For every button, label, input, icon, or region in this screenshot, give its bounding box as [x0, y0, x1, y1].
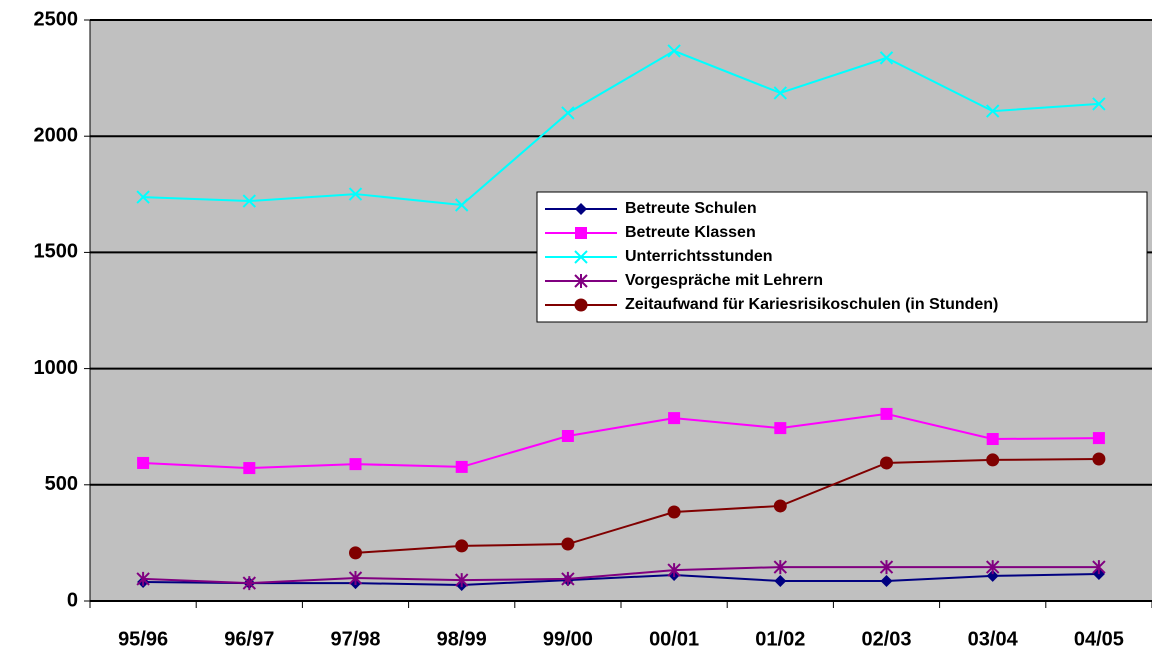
y-tick-label: 1000 — [34, 357, 79, 379]
marker — [1092, 97, 1106, 111]
marker — [136, 571, 150, 586]
marker — [137, 456, 150, 469]
series-line — [143, 573, 1099, 586]
marker — [667, 44, 681, 58]
marker — [561, 571, 575, 586]
marker — [1092, 560, 1106, 575]
x-tick-label: 04/05 — [1074, 628, 1124, 650]
legend-label: Zeitaufwand für Kariesrisikoschulen (in … — [625, 296, 998, 313]
legend-box — [536, 191, 1148, 323]
marker — [667, 563, 681, 578]
legend-label: Betreute Klassen — [625, 224, 756, 241]
series-line — [355, 458, 1099, 554]
marker — [574, 250, 588, 264]
x-tick-label: 98/99 — [437, 628, 487, 650]
x-tick-label: 02/03 — [861, 628, 911, 650]
series-line — [143, 49, 1099, 207]
marker — [879, 51, 894, 65]
marker — [243, 462, 256, 475]
marker — [985, 104, 1000, 118]
marker — [668, 412, 681, 425]
marker — [986, 433, 999, 446]
marker — [986, 569, 999, 582]
marker — [1092, 432, 1105, 445]
marker — [348, 570, 363, 585]
marker — [879, 560, 894, 575]
legend-label: Vorgespräche mit Lehrern — [625, 272, 823, 289]
marker — [986, 453, 1000, 467]
marker — [575, 227, 587, 239]
marker — [773, 560, 788, 575]
marker — [242, 194, 257, 208]
marker — [574, 274, 588, 288]
y-tick-label: 2000 — [34, 124, 79, 146]
x-tick-label: 95/96 — [118, 628, 168, 650]
marker — [455, 539, 469, 553]
marker — [454, 573, 469, 588]
marker — [454, 198, 469, 212]
marker — [242, 576, 257, 591]
marker — [349, 546, 362, 560]
marker — [575, 203, 587, 215]
x-tick-label: 01/02 — [755, 628, 805, 650]
marker — [455, 460, 468, 473]
marker — [348, 187, 363, 201]
legend-label: Betreute Schulen — [625, 200, 757, 217]
marker — [1092, 452, 1106, 466]
marker — [349, 458, 362, 471]
marker — [773, 499, 787, 513]
x-tick-label: 00/01 — [649, 628, 699, 650]
marker — [561, 106, 575, 120]
marker — [880, 575, 893, 588]
marker — [136, 190, 150, 204]
legend: Betreute Schulen Betreute Klassen Unterric… — [536, 191, 1148, 323]
marker — [880, 407, 893, 420]
series-line — [143, 412, 1099, 470]
marker — [561, 537, 575, 551]
marker — [574, 298, 588, 312]
marker — [774, 575, 787, 588]
y-tick-label: 2500 — [34, 8, 79, 30]
y-tick-label: 0 — [67, 589, 78, 611]
marker — [561, 429, 574, 442]
x-tick-label: 03/04 — [968, 628, 1019, 650]
series-line — [143, 566, 1099, 585]
marker — [880, 456, 893, 470]
y-tick-label: 1500 — [34, 241, 79, 263]
y-tick-label: 500 — [45, 473, 78, 495]
marker — [773, 86, 788, 100]
marker — [667, 505, 681, 519]
marker — [985, 560, 1000, 575]
x-tick-label: 96/97 — [224, 628, 274, 650]
legend-label: Unterrichtsstunden — [625, 248, 773, 265]
x-tick-label: 97/98 — [330, 628, 380, 650]
x-tick-label: 99/00 — [543, 628, 593, 650]
marker — [774, 422, 787, 435]
